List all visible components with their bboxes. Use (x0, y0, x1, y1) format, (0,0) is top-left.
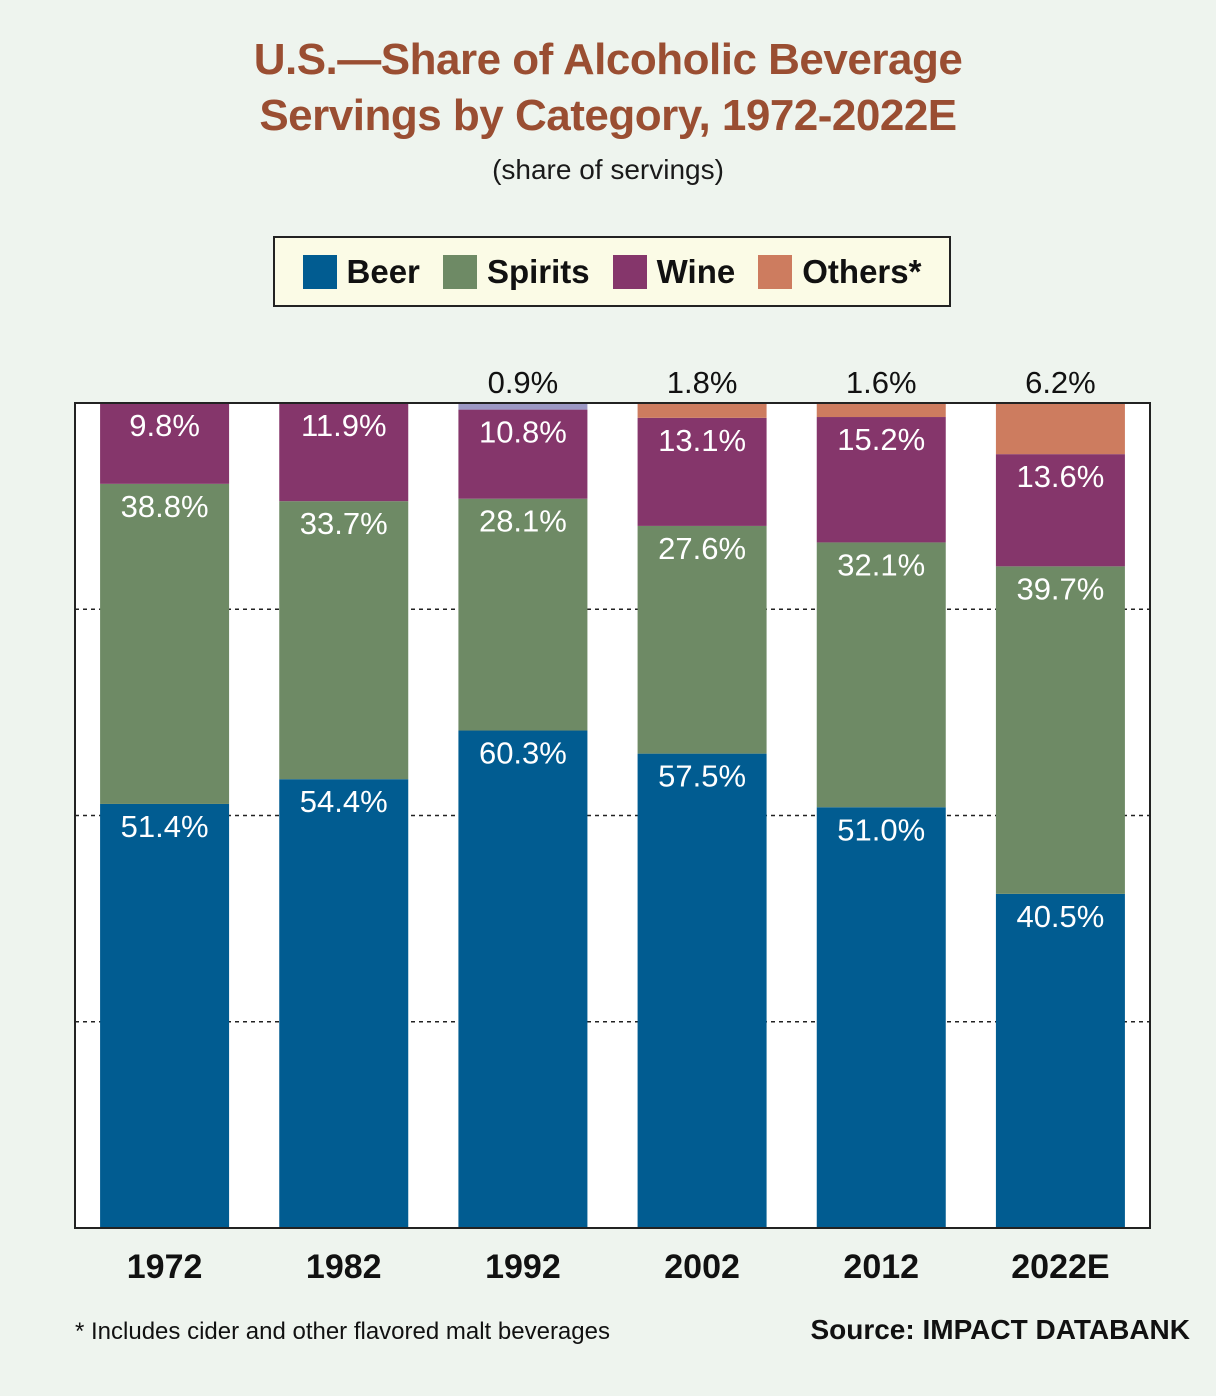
data-label-beer-1992: 60.3% (479, 736, 567, 771)
data-label-beer-2022E: 40.5% (1016, 899, 1104, 934)
legend-label-wine: Wine (656, 252, 736, 290)
legend-item-others: Others* (758, 253, 921, 291)
footnote: * Includes cider and other flavored malt… (75, 1318, 610, 1345)
data-label-spirits-1972: 38.8% (121, 489, 209, 524)
source-credit: Source: IMPACT DATABANK (810, 1314, 1190, 1345)
bar-others-2002 (637, 403, 767, 418)
data-label-others-2012: 1.6% (846, 365, 917, 400)
plot-frame (74, 402, 1151, 1229)
legend-swatch-wine (612, 254, 647, 289)
data-label-wine-2022E: 13.6% (1016, 459, 1104, 494)
bar-others-2012 (816, 403, 946, 418)
bar-beer-1982 (279, 779, 409, 1228)
legend-label-beer: Beer (346, 252, 420, 290)
bar-spirits-1982 (279, 501, 409, 780)
bar-beer-2012 (816, 807, 946, 1228)
chart-title-line-1: U.S.—Share of Alcoholic Beverage (253, 35, 963, 84)
bar-spirits-1972 (100, 483, 230, 804)
bar-spirits-2002 (637, 525, 767, 754)
bar-wine-2012 (816, 417, 946, 543)
bar-beer-1972 (100, 803, 230, 1228)
data-label-beer-2002: 57.5% (658, 759, 746, 794)
bar-wine-1972 (100, 403, 230, 484)
data-label-wine-1982: 11.9% (301, 408, 387, 443)
data-label-wine-2002: 13.1% (658, 423, 746, 458)
data-label-spirits-2002: 27.6% (658, 531, 746, 566)
bar-spirits-2022E (995, 566, 1125, 894)
bar-beer-1992 (458, 730, 588, 1228)
x-tick-label-2002: 2002 (664, 1248, 740, 1286)
data-label-others-2022E: 6.2% (1025, 365, 1096, 400)
bar-beer-2002 (637, 753, 767, 1228)
legend-label-spirits: Spirits (486, 252, 590, 290)
data-label-wine-1972: 9.8% (129, 408, 200, 443)
bar-wine-1982 (279, 403, 409, 502)
legend-swatch-others (758, 254, 793, 289)
data-label-beer-1982: 54.4% (300, 784, 388, 819)
data-label-spirits-1982: 33.7% (300, 506, 388, 541)
bar-wine-1992 (458, 409, 588, 499)
legend-label-others: Others* (802, 252, 922, 290)
data-label-wine-2012: 15.2% (837, 422, 925, 457)
bar-others-2022E (995, 403, 1125, 455)
bar-spirits-2012 (816, 542, 946, 808)
x-tick-label-1982: 1982 (306, 1248, 382, 1286)
chart-subtitle: (share of servings) (492, 154, 724, 185)
legend-item-spirits: Spirits (442, 252, 590, 291)
bar-wine-2022E (995, 454, 1125, 567)
legend-item-wine: Wine (612, 252, 736, 291)
chart-title-line-2: Servings by Category, 1972-2022E (259, 91, 957, 140)
data-label-others-2002: 1.8% (667, 365, 738, 400)
x-tick-label-2022E: 2022E (1011, 1248, 1109, 1286)
data-label-spirits-1992: 28.1% (479, 504, 567, 539)
bar-others-1992 (458, 402, 588, 410)
x-tick-label-1972: 1972 (127, 1248, 203, 1286)
legend-swatch-beer (302, 254, 337, 289)
bar-spirits-1992 (458, 498, 588, 731)
data-label-others-1992: 0.9% (488, 365, 559, 400)
data-label-beer-1972: 51.4% (121, 809, 209, 844)
data-label-spirits-2012: 32.1% (837, 547, 925, 582)
legend: Beer Spirits Wine Others* (273, 236, 951, 307)
legend-item-beer: Beer (302, 252, 420, 291)
x-tick-label-1992: 1992 (485, 1248, 561, 1286)
bar-wine-2002 (637, 417, 767, 526)
legend-swatch-spirits (442, 254, 477, 289)
data-label-beer-2012: 51.0% (837, 812, 925, 847)
data-label-wine-1992: 10.8% (479, 415, 567, 450)
bar-beer-2022E (995, 893, 1125, 1228)
data-label-spirits-2022E: 39.7% (1016, 571, 1104, 606)
x-tick-label-2012: 2012 (843, 1248, 919, 1286)
